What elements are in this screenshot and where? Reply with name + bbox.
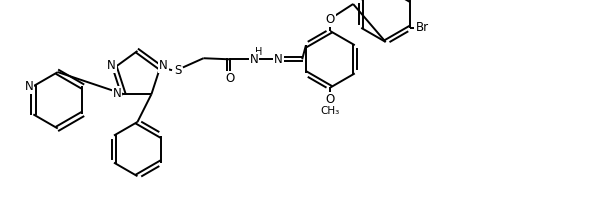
Text: N: N (159, 59, 168, 72)
Text: CH₃: CH₃ (321, 106, 340, 116)
Text: O: O (326, 13, 335, 26)
Text: O: O (326, 93, 335, 106)
Text: N: N (112, 87, 121, 99)
Text: Br: Br (416, 21, 429, 34)
Text: N: N (107, 59, 116, 72)
Text: O: O (225, 72, 234, 85)
Text: H: H (255, 47, 263, 57)
Text: S: S (174, 64, 181, 77)
Text: N: N (249, 53, 258, 66)
Text: N: N (25, 80, 33, 93)
Text: N: N (274, 53, 283, 66)
